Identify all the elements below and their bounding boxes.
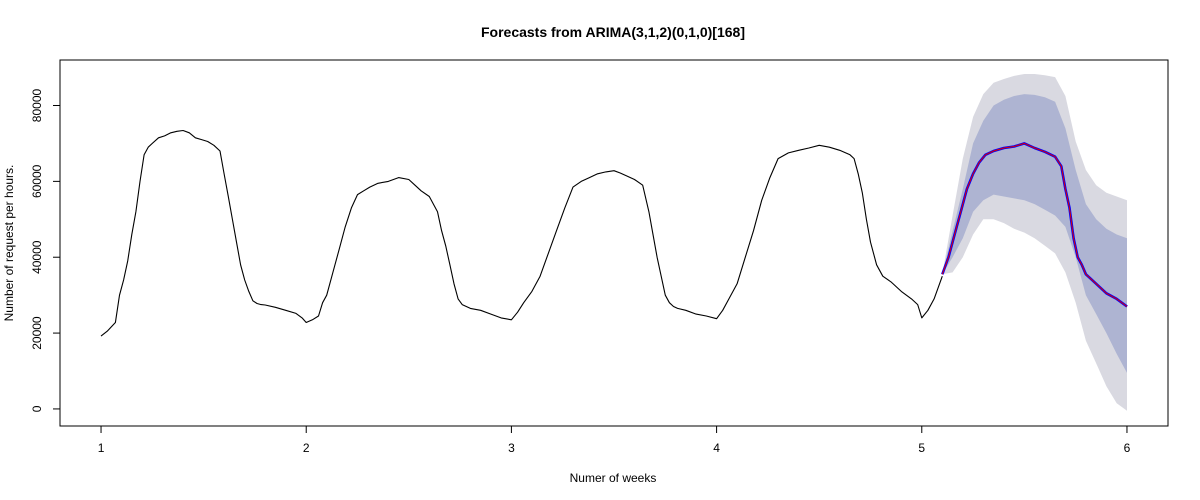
x-tick-label: 2 [303,441,310,455]
y-tick-label: 20000 [30,316,44,350]
x-tick-label: 4 [713,441,720,455]
x-axis-label: Numer of weeks [570,471,657,485]
series-lines [100,129,1128,337]
x-tick-label: 5 [918,441,925,455]
y-axis: 0 20000 40000 60000 80000 [30,89,61,412]
x-tick-label: 6 [1124,441,1131,455]
x-tick-label: 3 [508,441,515,455]
x-axis: 1 2 3 4 5 6 [98,425,1131,455]
y-axis-label: Number of request per hours. [2,165,16,322]
band-80-percent [942,94,1127,373]
x-tick-label: 1 [98,441,105,455]
chart-title: Forecasts from ARIMA(3,1,2)(0,1,0)[168] [481,24,745,40]
prediction-bands [942,74,1127,411]
y-tick-label: 60000 [30,164,44,198]
history-series-line [100,129,943,337]
y-tick-label: 80000 [30,89,44,123]
fitted-series-line [941,142,1128,307]
y-tick-label: 40000 [30,240,44,274]
y-tick-label: 0 [30,405,44,412]
